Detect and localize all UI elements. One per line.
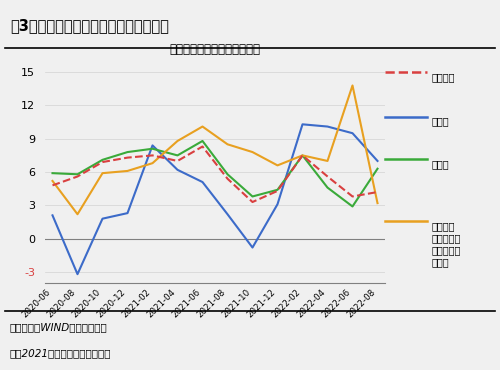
Text: 资料来源：WIND，财信研究院: 资料来源：WIND，财信研究院 (10, 322, 108, 332)
Text: 供应业: 供应业 (431, 258, 449, 268)
Text: 电力、热: 电力、热 (431, 221, 454, 231)
Text: 图3：制造业是支撑工业生产回升的主力: 图3：制造业是支撑工业生产回升的主力 (10, 18, 169, 34)
Text: 水的生产和: 水的生产和 (431, 245, 460, 255)
Text: 采矿业: 采矿业 (431, 117, 449, 127)
Title: 工业增加值同比增长率－当月: 工业增加值同比增长率－当月 (170, 43, 260, 56)
Text: 注：2021年数据为两年平均增速: 注：2021年数据为两年平均增速 (10, 348, 112, 358)
Text: 力、燃气及: 力、燃气及 (431, 233, 460, 243)
Text: 全部工业: 全部工业 (431, 72, 454, 82)
Text: 制造业: 制造业 (431, 159, 449, 169)
